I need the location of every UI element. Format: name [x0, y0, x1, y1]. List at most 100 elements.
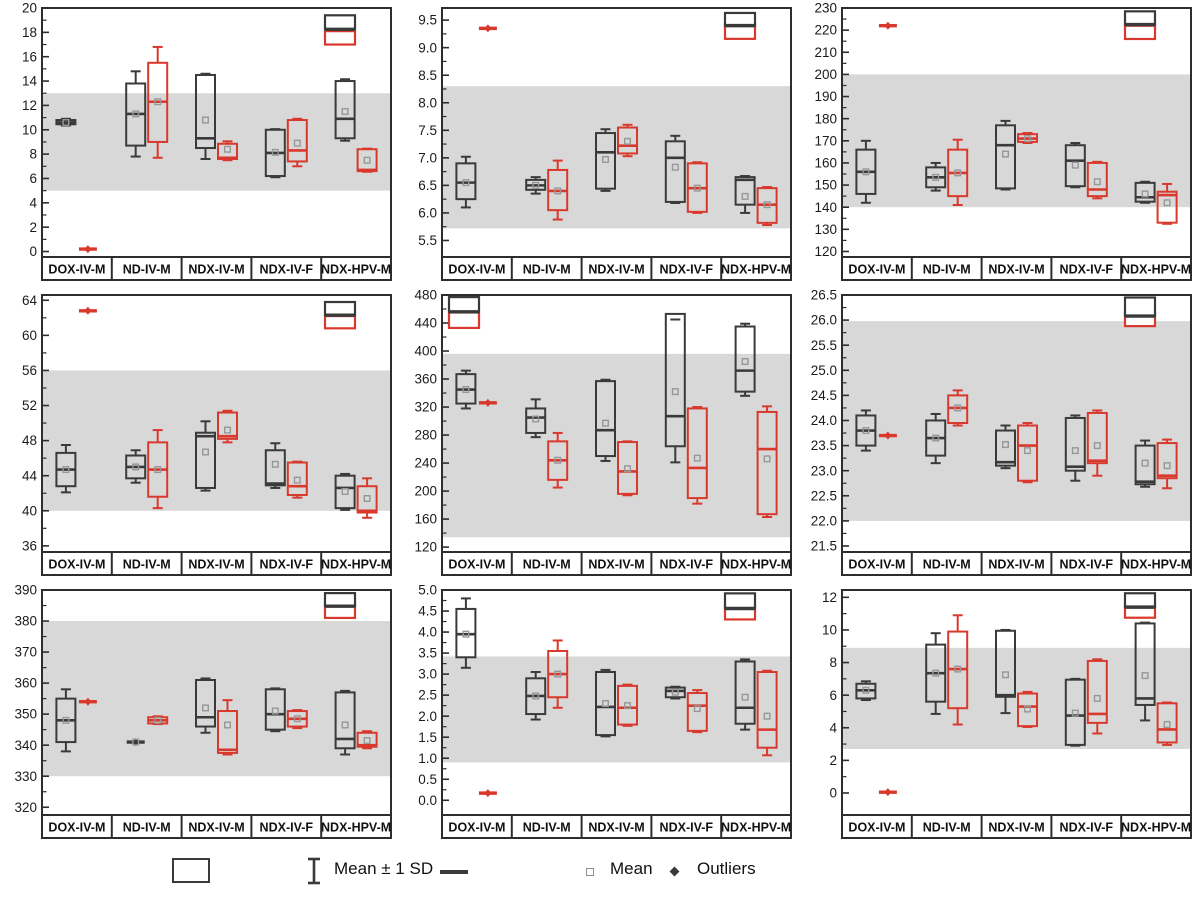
svg-text:280: 280 [414, 428, 437, 443]
svg-text:440: 440 [414, 316, 437, 331]
svg-text:160: 160 [414, 512, 437, 527]
svg-text:NDX-IV-F: NDX-IV-F [660, 821, 714, 835]
svg-text:4.5: 4.5 [418, 604, 437, 619]
svg-text:6.5: 6.5 [418, 178, 437, 193]
svg-text:8.0: 8.0 [418, 95, 437, 110]
svg-text:2.0: 2.0 [418, 709, 437, 724]
svg-text:48: 48 [22, 433, 37, 448]
svg-text:12: 12 [22, 98, 37, 113]
svg-text:9.0: 9.0 [418, 40, 437, 55]
svg-text:0.0: 0.0 [418, 793, 437, 808]
svg-text:340: 340 [14, 738, 37, 753]
svg-text:DOX-IV-M: DOX-IV-M [848, 821, 905, 835]
svg-text:NDX-HPV-M: NDX-HPV-M [1121, 558, 1191, 572]
svg-text:NDX-HPV-M: NDX-HPV-M [721, 263, 791, 277]
svg-text:22.0: 22.0 [811, 513, 837, 528]
svg-text:NDX-IV-M: NDX-IV-M [988, 821, 1044, 835]
svg-text:NDX-IV-M: NDX-IV-M [588, 558, 644, 572]
svg-text:320: 320 [14, 800, 37, 815]
svg-text:NDX-IV-F: NDX-IV-F [660, 558, 714, 572]
boxplot-panel-7-svg: 320 330 340 350 360 370 380 390 DOX-IV-M ND-IV-M N… [14, 583, 392, 839]
outliers-label: Outliers [697, 859, 756, 878]
boxplot-panel-1: 0 2 4 6 8 10 12 14 16 18 20 DOX-IV-M ND-IV-M NDX-IV-M… [0, 0, 400, 287]
svg-text:320: 320 [414, 400, 437, 415]
svg-text:NDX-IV-M: NDX-IV-M [188, 558, 244, 572]
svg-text:NDX-HPV-M: NDX-HPV-M [721, 558, 791, 572]
svg-text:0.5: 0.5 [418, 772, 437, 787]
svg-text:24.5: 24.5 [811, 388, 837, 403]
svg-text:4.0: 4.0 [418, 625, 437, 640]
boxplot-panel-8-svg: 0.0 0.5 1.0 1.5 2.0 2.5 3.0 3.5 4.0 4.5 5.0 DOX-IV-… [418, 583, 792, 839]
svg-text:170: 170 [814, 133, 837, 148]
svg-text:NDX-IV-F: NDX-IV-F [260, 558, 314, 572]
svg-text:220: 220 [814, 23, 837, 38]
mean-marker-icon [586, 868, 594, 876]
svg-text:NDX-IV-M: NDX-IV-M [188, 263, 244, 277]
svg-text:NDX-HPV-M: NDX-HPV-M [321, 263, 391, 277]
svg-text:DOX-IV-M: DOX-IV-M [848, 558, 905, 572]
svg-text:5.5: 5.5 [418, 233, 437, 248]
svg-text:0: 0 [829, 786, 837, 801]
svg-text:6: 6 [829, 688, 837, 703]
svg-text:180: 180 [814, 111, 837, 126]
svg-text:NDX-IV-F: NDX-IV-F [260, 263, 314, 277]
svg-text:NDX-IV-M: NDX-IV-M [988, 263, 1044, 277]
svg-text:NDX-IV-M: NDX-IV-M [588, 821, 644, 835]
svg-text:52: 52 [22, 398, 37, 413]
svg-text:NDX-IV-F: NDX-IV-F [1060, 821, 1114, 835]
svg-text:NDX-IV-F: NDX-IV-F [1060, 263, 1114, 277]
boxplot-panel-3-svg: 120 130 140 150 160 170 180 190 200 210 220 230 DOX-… [814, 1, 1192, 281]
svg-text:6.0: 6.0 [418, 206, 437, 221]
svg-text:25.0: 25.0 [811, 363, 837, 378]
svg-text:ND-IV-M: ND-IV-M [923, 821, 971, 835]
svg-text:8: 8 [829, 655, 837, 670]
boxplot-panel-2-svg: 5.5 6.0 6.5 7.0 7.5 8.0 8.5 9.0 9.5 DOX-IV-M ND-IV… [418, 7, 792, 281]
svg-text:DOX-IV-M: DOX-IV-M [848, 263, 905, 277]
boxplot-panel-4-svg: 36 40 44 48 52 56 60 64 DOX-IV-M ND-IV-M NDX-IV-M N… [22, 293, 392, 576]
svg-text:390: 390 [14, 583, 37, 598]
boxplot-panel-6: 21.5 22.0 22.5 23.0 23.5 24.0 24.5 25.0 25.5 26.0… [800, 287, 1200, 582]
svg-text:160: 160 [814, 156, 837, 171]
svg-text:200: 200 [414, 484, 437, 499]
svg-text:16: 16 [22, 49, 37, 64]
svg-text:ND-IV-M: ND-IV-M [123, 263, 171, 277]
svg-text:NDX-HPV-M: NDX-HPV-M [321, 821, 391, 835]
svg-text:6: 6 [29, 171, 37, 186]
svg-text:330: 330 [14, 769, 37, 784]
svg-text:2: 2 [829, 753, 837, 768]
svg-text:NDX-HPV-M: NDX-HPV-M [721, 821, 791, 835]
mean-sd-label: Mean ± 1 SD [334, 859, 434, 878]
svg-text:360: 360 [414, 372, 437, 387]
svg-text:60: 60 [22, 328, 37, 343]
boxplot-panel-6-svg: 21.5 22.0 22.5 23.0 23.5 24.0 24.5 25.0 25.5 26.0… [811, 288, 1192, 576]
svg-text:DOX-IV-M: DOX-IV-M [48, 821, 105, 835]
svg-text:ND-IV-M: ND-IV-M [523, 263, 571, 277]
boxplot-panel-9-svg: 0 2 4 6 8 10 12 DOX-IV-M ND-IV-M NDX-IV-M NDX-IV-F… [822, 589, 1192, 839]
svg-text:4: 4 [829, 720, 837, 735]
outlier-marker-icon [669, 866, 680, 877]
svg-text:130: 130 [814, 222, 837, 237]
svg-text:DOX-IV-M: DOX-IV-M [48, 558, 105, 572]
svg-text:22.5: 22.5 [811, 488, 837, 503]
svg-text:23.0: 23.0 [811, 463, 837, 478]
svg-text:21.5: 21.5 [811, 539, 837, 554]
svg-text:210: 210 [814, 45, 837, 60]
svg-text:150: 150 [814, 178, 837, 193]
svg-text:350: 350 [14, 707, 37, 722]
boxplot-panel-5: 120 160 200 240 280 320 360 400 440 480 DOX-IV-M ND… [400, 287, 800, 582]
svg-text:40: 40 [22, 503, 37, 518]
svg-text:NDX-IV-F: NDX-IV-F [660, 263, 714, 277]
svg-text:ND-IV-M: ND-IV-M [923, 558, 971, 572]
boxplot-panel-4: 36 40 44 48 52 56 60 64 DOX-IV-M ND-IV-M NDX-IV-M N… [0, 287, 400, 582]
svg-text:26.0: 26.0 [811, 313, 837, 328]
svg-text:NDX-IV-M: NDX-IV-M [188, 821, 244, 835]
svg-text:14: 14 [22, 74, 38, 89]
svg-text:NDX-HPV-M: NDX-HPV-M [1121, 263, 1191, 277]
svg-text:NDX-IV-M: NDX-IV-M [988, 558, 1044, 572]
svg-text:8: 8 [29, 147, 37, 162]
svg-text:26.5: 26.5 [811, 288, 837, 303]
boxplot-panel-1-svg: 0 2 4 6 8 10 12 14 16 18 20 DOX-IV-M ND-IV-M NDX-IV-M… [22, 1, 392, 281]
svg-text:NDX-HPV-M: NDX-HPV-M [321, 558, 391, 572]
median-line-icon [440, 870, 468, 874]
svg-text:4: 4 [29, 195, 37, 210]
